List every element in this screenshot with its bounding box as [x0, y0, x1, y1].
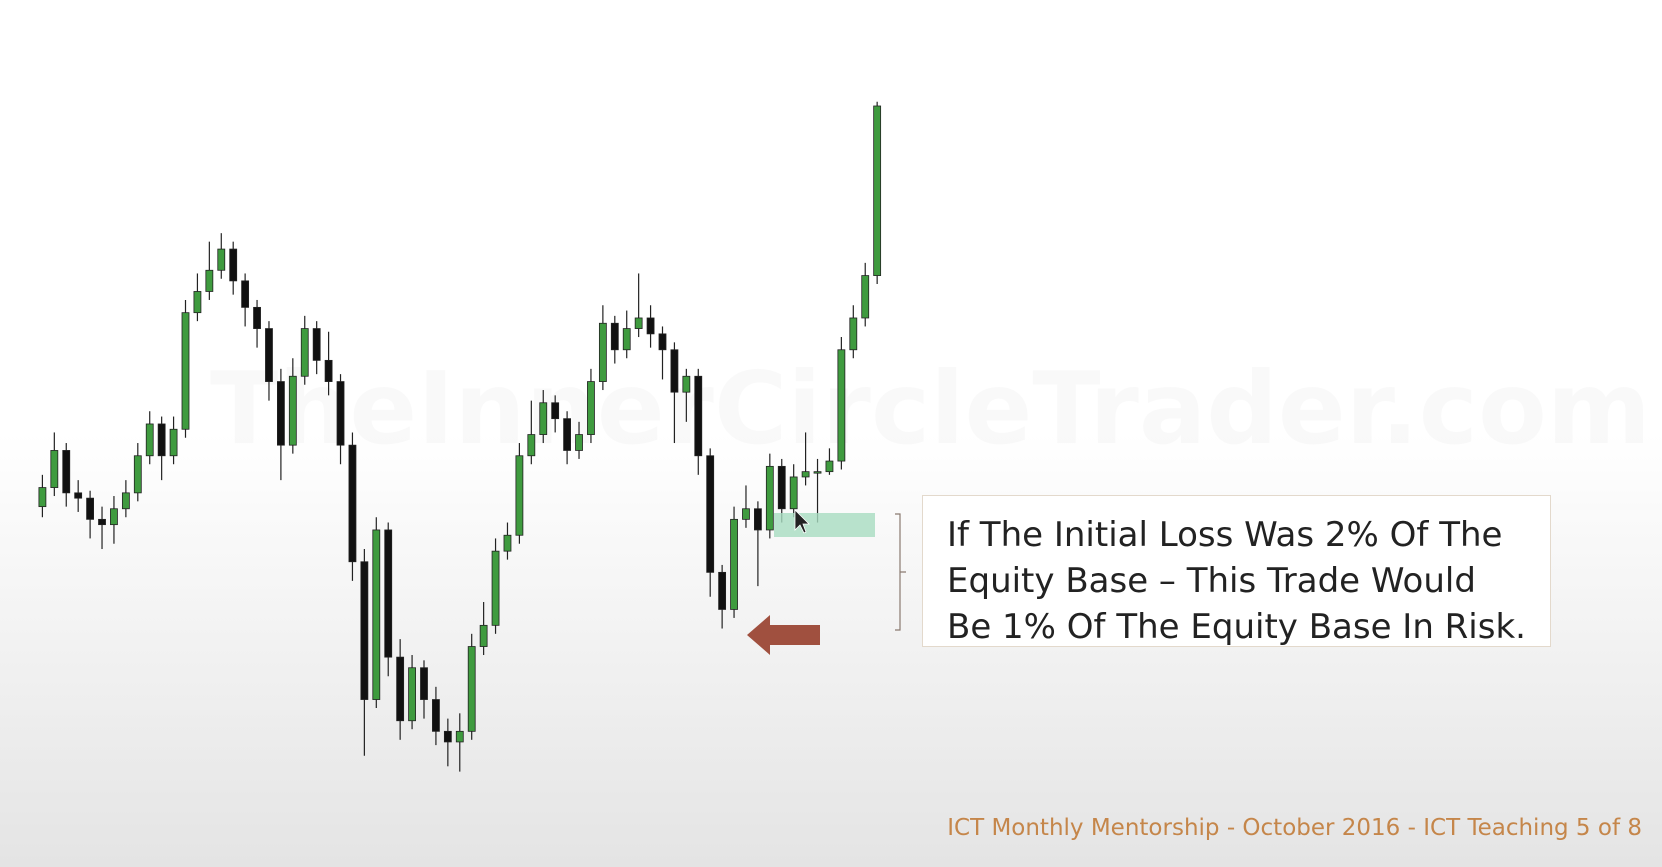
candle-body: [742, 508, 750, 520]
candle-body: [396, 656, 405, 722]
candle-body: [861, 275, 870, 319]
candle-body: [479, 624, 488, 647]
candle-body: [348, 444, 357, 563]
candle-body: [312, 328, 321, 361]
candle-body: [515, 455, 524, 536]
candle-body: [145, 423, 154, 457]
footer: ICT Monthly Mentorship - October 2016 - …: [947, 815, 1642, 841]
candle-body: [420, 667, 428, 700]
candle-body: [754, 508, 762, 531]
candle-body: [324, 359, 333, 382]
candle-body: [765, 465, 774, 531]
candle-body: [110, 508, 118, 526]
candle-body: [193, 291, 202, 314]
risk-zone: [774, 513, 875, 537]
candle-body: [527, 434, 536, 457]
candle-body: [491, 550, 500, 626]
candle-body: [575, 434, 583, 451]
candle-body: [121, 492, 130, 510]
candle-body: [443, 730, 452, 743]
candle-body: [825, 460, 834, 473]
candle-body: [336, 381, 345, 446]
candle-body: [98, 518, 106, 526]
candle-body: [801, 471, 810, 478]
candle-body: [682, 375, 691, 393]
candle-body: [455, 730, 464, 743]
candle-body: [276, 381, 285, 446]
candle-body: [288, 375, 297, 446]
candle-body: [62, 450, 71, 494]
candle-body: [372, 529, 381, 700]
candle-body: [849, 317, 858, 351]
candle-body: [360, 561, 369, 700]
candle-body: [837, 349, 846, 462]
candle-body: [432, 699, 440, 732]
candle-body: [86, 497, 94, 520]
candle-body: [539, 402, 548, 435]
candle-body: [634, 317, 643, 329]
candle-body: [622, 328, 631, 351]
candle-body: [181, 312, 190, 430]
candle-body: [265, 328, 273, 382]
candle-body: [563, 418, 571, 451]
candle-body: [241, 280, 250, 308]
candle-body: [658, 333, 667, 351]
candle-body: [777, 465, 786, 510]
candle-body: [169, 428, 178, 457]
candle-body: [789, 476, 798, 510]
candle-body: [694, 375, 703, 457]
candle-body: [408, 667, 416, 722]
candle-body: [229, 248, 238, 282]
arrow: [747, 615, 820, 655]
annotation-box: If The Initial Loss Was 2% Of The Equity…: [922, 495, 1551, 647]
bracket: [895, 513, 906, 631]
candle-body: [670, 349, 679, 393]
candle-body: [718, 571, 727, 610]
candle-body: [217, 248, 226, 271]
candle-body: [300, 328, 309, 377]
candle-body: [467, 646, 476, 732]
candle-body: [205, 269, 214, 292]
candle-body: [598, 322, 607, 382]
candle-body: [646, 317, 655, 335]
candle-body: [706, 455, 715, 573]
cursor: [794, 509, 810, 534]
candle-body: [38, 487, 47, 508]
candle-body: [384, 529, 393, 658]
candle-body: [253, 306, 261, 329]
candle-body: [813, 471, 822, 474]
candle-body: [74, 492, 83, 499]
candle-body: [503, 534, 512, 552]
candle-body: [610, 322, 619, 351]
candle-body: [551, 402, 560, 420]
candle-body: [50, 450, 59, 488]
candle-body: [730, 518, 738, 610]
candle-body: [157, 423, 166, 457]
candle-body: [873, 105, 882, 276]
candle-body: [587, 381, 595, 435]
candle-body: [133, 455, 142, 494]
